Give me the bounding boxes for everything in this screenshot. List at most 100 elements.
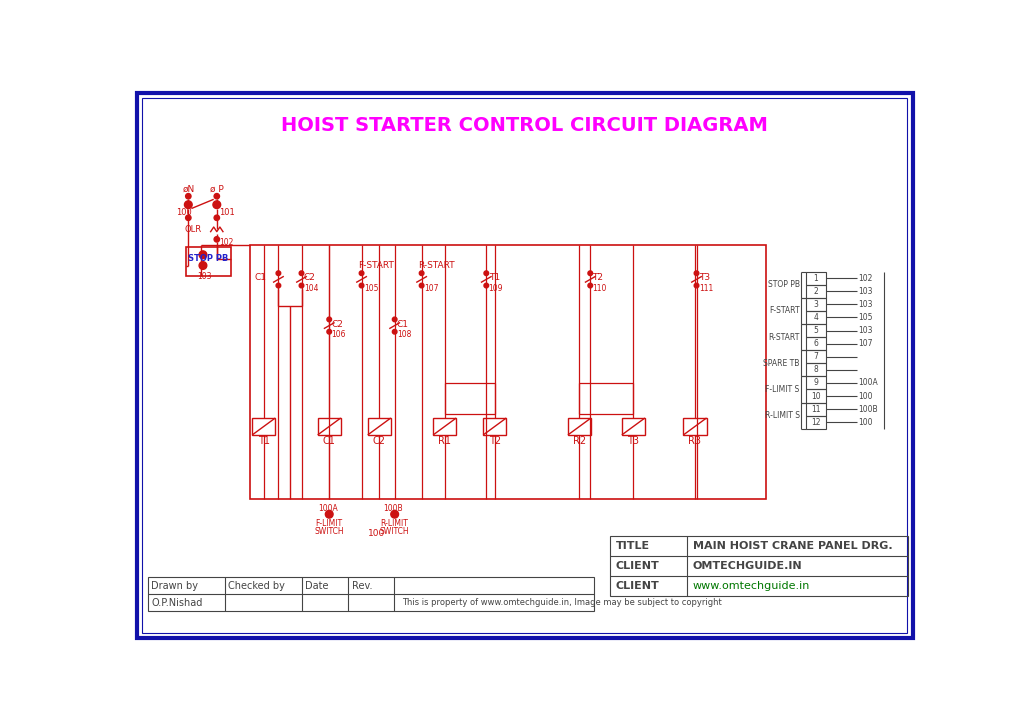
Text: This is property of www.omtechguide.in, Image may be subject to copyright: This is property of www.omtechguide.in, … [401,598,721,607]
Text: 107: 107 [858,339,872,348]
Text: SWITCH: SWITCH [314,526,344,536]
Text: 100B: 100B [383,504,402,513]
Text: www.omtechguide.in: www.omtechguide.in [692,581,810,591]
Text: F-START: F-START [358,261,394,270]
Text: MAIN HOIST CRANE PANEL DRG.: MAIN HOIST CRANE PANEL DRG. [692,541,892,551]
Bar [683,418,707,435]
Text: 100A: 100A [858,379,878,387]
Circle shape [392,329,397,334]
Bar [806,376,826,390]
Bar [252,418,275,435]
Circle shape [276,271,281,276]
Text: CLIENT: CLIENT [615,581,659,591]
Circle shape [327,329,332,334]
Text: T1: T1 [488,274,500,282]
Text: Rev.: Rev. [351,581,372,591]
Text: R-LIMIT S: R-LIMIT S [765,411,800,420]
Text: F-LIMIT S: F-LIMIT S [766,385,800,394]
Text: 9: 9 [813,379,818,387]
Text: OMTECHGUIDE.IN: OMTECHGUIDE.IN [692,561,802,571]
Text: 111: 111 [698,284,713,293]
Text: T3: T3 [698,274,710,282]
Text: STOP PB: STOP PB [768,280,800,290]
Bar [806,337,826,350]
Bar [806,403,826,416]
Text: F-LIMIT: F-LIMIT [315,519,343,528]
Circle shape [694,283,698,288]
Bar [147,577,594,611]
Text: R-START: R-START [419,261,455,270]
Text: R1: R1 [438,436,452,446]
Text: 4: 4 [813,313,818,322]
Text: 103: 103 [198,272,212,281]
Text: CLIENT: CLIENT [615,561,659,571]
Text: F-START: F-START [769,306,800,316]
Text: 102: 102 [219,238,233,247]
Circle shape [694,271,698,276]
Circle shape [391,510,398,518]
Text: SPARE TB: SPARE TB [763,359,800,368]
Circle shape [327,317,332,321]
Text: R-START: R-START [768,332,800,342]
Text: 109: 109 [488,284,503,293]
Circle shape [588,283,593,288]
Circle shape [299,271,304,276]
Text: 11: 11 [811,405,820,413]
Text: 100: 100 [858,392,872,400]
Circle shape [419,283,424,288]
Bar [806,363,826,376]
Circle shape [359,283,364,288]
Circle shape [199,261,207,269]
Bar [250,245,766,499]
Bar [806,298,826,311]
Text: Drawn by: Drawn by [152,581,199,591]
Text: 2: 2 [813,287,818,296]
Text: T2: T2 [488,436,501,446]
Text: C1: C1 [323,436,336,446]
Circle shape [326,510,333,518]
Circle shape [185,193,191,199]
Text: 1: 1 [813,274,818,283]
Text: 107: 107 [424,284,438,293]
Bar [806,390,826,403]
Text: HOIST STARTER CONTROL CIRCUIT DIAGRAM: HOIST STARTER CONTROL CIRCUIT DIAGRAM [282,116,768,135]
Text: 105: 105 [364,284,379,293]
Circle shape [185,215,191,221]
Text: Date: Date [305,581,329,591]
Circle shape [276,283,281,288]
Bar [622,418,645,435]
Circle shape [214,237,219,242]
Text: 8: 8 [813,366,818,374]
Text: 104: 104 [304,284,318,293]
Bar [483,418,506,435]
Text: OLR: OLR [184,225,202,234]
Text: 3: 3 [813,300,818,309]
Bar [806,416,826,429]
Text: 100A: 100A [317,504,338,513]
Text: 108: 108 [397,330,412,340]
Circle shape [199,251,207,258]
Text: 103: 103 [858,326,872,335]
Circle shape [214,193,219,199]
Text: 100B: 100B [858,405,878,413]
Circle shape [184,201,193,209]
Text: øN: øN [182,185,195,194]
Circle shape [359,271,364,276]
Text: T1: T1 [258,436,269,446]
Text: 100: 100 [858,418,872,426]
Bar [609,536,908,596]
Text: STOP PB: STOP PB [187,254,228,263]
Circle shape [392,317,397,321]
Text: 103: 103 [858,287,872,296]
Text: 102: 102 [858,274,872,283]
Text: C2: C2 [304,274,315,282]
Text: ø P: ø P [210,185,223,194]
Text: C1: C1 [254,274,266,282]
Bar [806,311,826,324]
Circle shape [299,283,304,288]
Text: O.P.Nishad: O.P.Nishad [152,598,203,607]
Bar [186,247,230,277]
Text: Checked by: Checked by [228,581,286,591]
Circle shape [214,215,219,221]
Text: 103: 103 [858,300,872,309]
